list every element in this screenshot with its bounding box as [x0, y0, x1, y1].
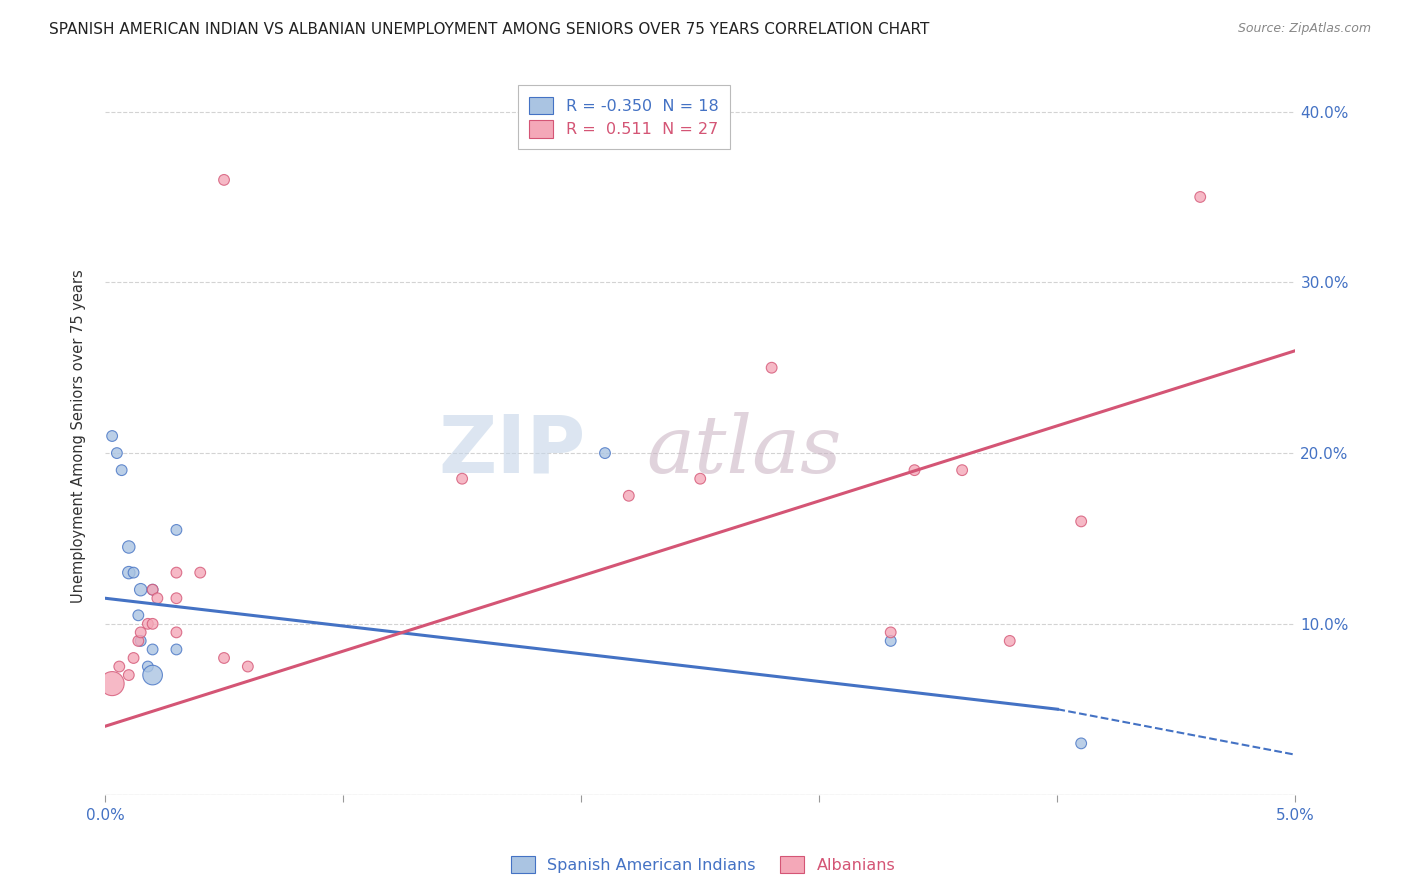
Point	[451, 472, 474, 486]
Point	[101, 676, 124, 690]
Point	[165, 566, 187, 580]
Point	[136, 616, 159, 631]
Point	[165, 591, 187, 606]
Point	[212, 173, 235, 187]
Point	[142, 582, 165, 597]
Point	[129, 582, 152, 597]
Point	[1070, 515, 1092, 529]
Point	[998, 634, 1021, 648]
Legend: Spanish American Indians, Albanians: Spanish American Indians, Albanians	[505, 849, 901, 880]
Point	[108, 659, 131, 673]
Point	[879, 625, 901, 640]
Point	[118, 566, 141, 580]
Point	[165, 625, 187, 640]
Point	[188, 566, 211, 580]
Point	[146, 591, 169, 606]
Point	[122, 651, 145, 665]
Point	[617, 489, 640, 503]
Point	[122, 566, 145, 580]
Point	[236, 659, 259, 673]
Y-axis label: Unemployment Among Seniors over 75 years: Unemployment Among Seniors over 75 years	[72, 269, 86, 603]
Point	[142, 642, 165, 657]
Text: ZIP: ZIP	[439, 411, 585, 490]
Point	[129, 625, 152, 640]
Point	[761, 360, 783, 375]
Point	[105, 446, 128, 460]
Point	[142, 582, 165, 597]
Point	[165, 523, 187, 537]
Legend: R = -0.350  N = 18, R =  0.511  N = 27: R = -0.350 N = 18, R = 0.511 N = 27	[517, 86, 730, 149]
Point	[165, 642, 187, 657]
Point	[101, 429, 124, 443]
Point	[127, 634, 149, 648]
Point	[127, 608, 149, 623]
Point	[212, 651, 235, 665]
Point	[950, 463, 973, 477]
Point	[111, 463, 134, 477]
Text: Source: ZipAtlas.com: Source: ZipAtlas.com	[1237, 22, 1371, 36]
Point	[1070, 736, 1092, 750]
Point	[879, 634, 901, 648]
Point	[118, 540, 141, 554]
Point	[689, 472, 711, 486]
Point	[129, 634, 152, 648]
Point	[903, 463, 925, 477]
Text: atlas: atlas	[647, 411, 842, 489]
Point	[136, 659, 159, 673]
Text: SPANISH AMERICAN INDIAN VS ALBANIAN UNEMPLOYMENT AMONG SENIORS OVER 75 YEARS COR: SPANISH AMERICAN INDIAN VS ALBANIAN UNEM…	[49, 22, 929, 37]
Point	[142, 668, 165, 682]
Point	[118, 668, 141, 682]
Point	[1189, 190, 1212, 204]
Point	[142, 616, 165, 631]
Point	[593, 446, 616, 460]
